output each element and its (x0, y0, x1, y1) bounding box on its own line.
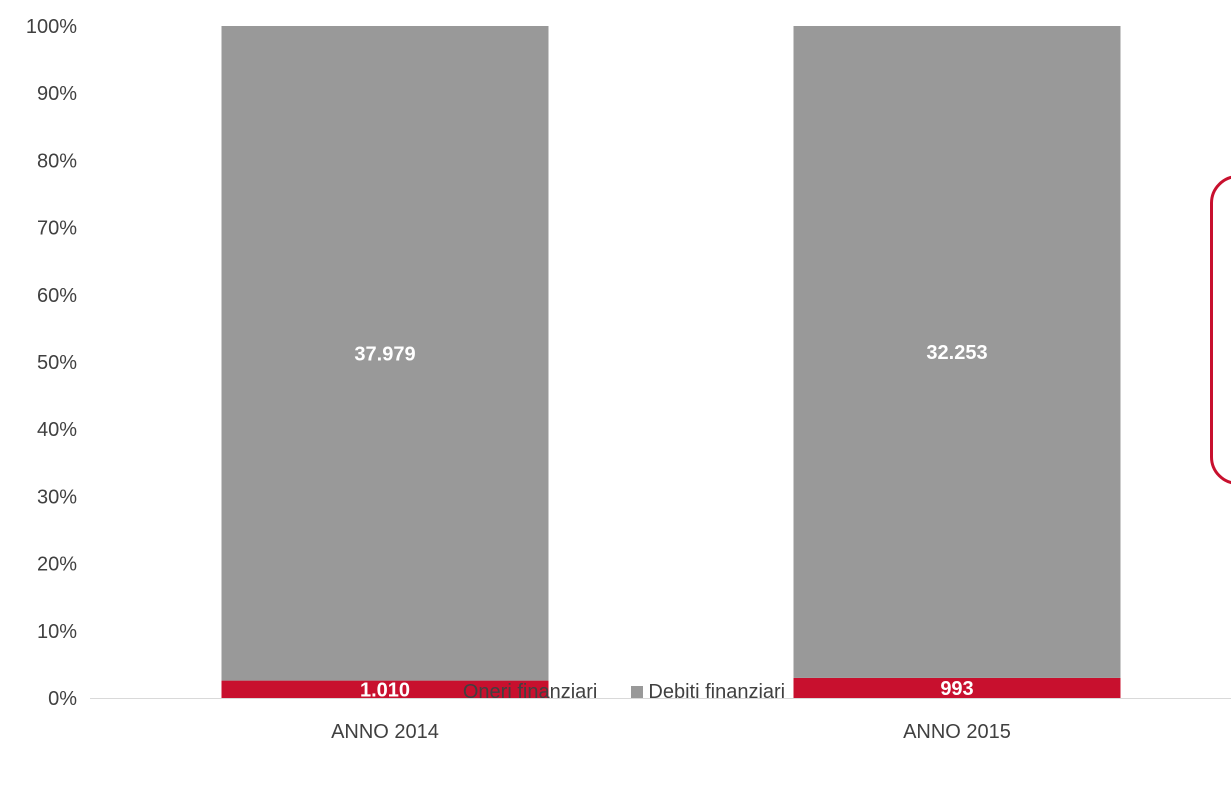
bar-segment-oneri-finanziari (221, 680, 549, 698)
x-category-label: ANNO 2015 (903, 721, 1011, 743)
bar-segment-debiti-finanziari (793, 26, 1121, 678)
y-tick-label: 10% (37, 621, 77, 643)
y-tick-label: 70% (37, 218, 77, 240)
y-tick-label: 40% (37, 419, 77, 441)
y-tick-label: 90% (37, 83, 77, 105)
y-tick-label: 50% (37, 352, 77, 374)
data-label: 37.979 (354, 343, 415, 365)
legend-swatch (631, 686, 644, 698)
x-axis: ANNO 2014 ANNO 2015 (90, 698, 1231, 743)
legend-label: Oneri finanziari (462, 680, 598, 703)
y-tick-label: 100% (26, 16, 77, 38)
callout-box (1210, 175, 1231, 485)
bar-segment-oneri-finanziari (793, 677, 1121, 698)
legend-item: Oneri finanziari (445, 680, 598, 704)
data-label: 1.010 (360, 679, 410, 701)
y-tick-label: 0% (48, 688, 77, 710)
y-tick-label: 80% (37, 150, 77, 172)
x-category-label: ANNO 2014 (331, 721, 439, 743)
legend-item: Debiti finanziari (631, 681, 785, 704)
y-tick-label: 60% (37, 285, 77, 307)
y-axis: 0% 10% 20% 30% 40% 50% 60% 70% 80% 90% 100% (26, 16, 77, 710)
bars: 1.010 37.979 993 32.253 (221, 26, 1121, 701)
data-label: 32.253 (926, 342, 987, 364)
bar-segment-debiti-finanziari (221, 26, 549, 681)
legend-swatch (445, 686, 458, 698)
y-tick-label: 30% (37, 486, 77, 508)
y-tick-label: 20% (37, 554, 77, 576)
legend: Oneri finanziari Debiti finanziari (0, 672, 1231, 712)
data-label: 993 (940, 678, 973, 700)
legend-label: Debiti finanziari (648, 680, 786, 703)
